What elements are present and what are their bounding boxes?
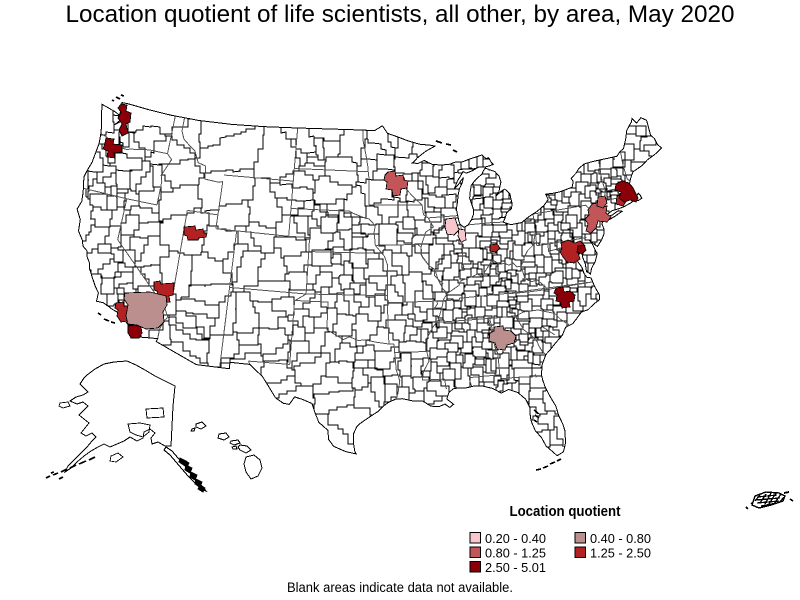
svg-text:Location quotient of life scie: Location quotient of life scientists, al…: [66, 1, 735, 28]
svg-text:1.25 - 2.50: 1.25 - 2.50: [590, 546, 651, 561]
svg-text:Blank areas indicate data not: Blank areas indicate data not available.: [287, 580, 513, 595]
svg-text:0.20 - 0.40: 0.20 - 0.40: [485, 531, 546, 546]
svg-text:0.40 - 0.80: 0.40 - 0.80: [590, 531, 651, 546]
svg-text:2.50 - 5.01: 2.50 - 5.01: [485, 560, 546, 575]
svg-text:Location quotient: Location quotient: [510, 504, 621, 520]
svg-text:0.80 - 1.25: 0.80 - 1.25: [485, 546, 546, 561]
